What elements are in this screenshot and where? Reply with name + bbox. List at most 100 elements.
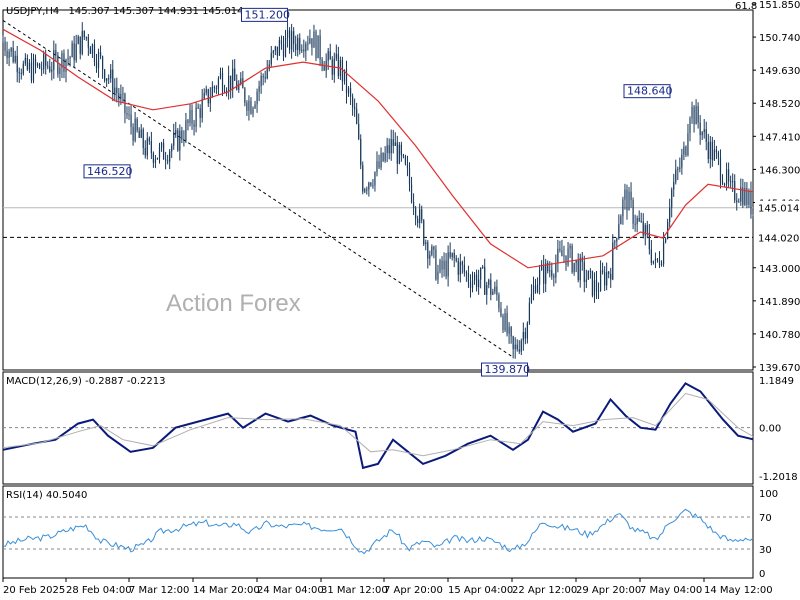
candle-body <box>498 295 500 309</box>
candle-body <box>154 159 157 163</box>
candle-body <box>447 252 449 277</box>
candle-body <box>295 43 297 51</box>
candle-body <box>364 189 366 192</box>
candle-body <box>329 51 331 60</box>
candle-body <box>276 46 278 56</box>
candle-body <box>449 252 451 257</box>
candle-body <box>524 331 526 339</box>
candle-body <box>536 284 539 293</box>
candle-body <box>545 262 547 284</box>
candle-body <box>130 114 132 128</box>
candle-body <box>24 57 26 64</box>
candle-body <box>475 274 478 288</box>
candle-body <box>272 50 274 54</box>
candle-body <box>315 31 317 59</box>
candle-body <box>632 199 634 224</box>
candle-body <box>134 118 136 141</box>
macd-tick-label: -1.2018 <box>759 472 798 483</box>
candle-body <box>101 56 104 70</box>
candle-body <box>213 86 215 88</box>
candle-body <box>258 86 260 92</box>
candle-body <box>419 209 421 223</box>
candle-body <box>561 250 563 257</box>
candle-body <box>264 77 266 79</box>
candle-body <box>34 58 37 66</box>
candle-body <box>81 30 83 54</box>
candle-body <box>463 264 465 273</box>
candle-body <box>228 75 230 91</box>
candle-body <box>563 255 565 257</box>
candle-body <box>10 47 12 52</box>
candle-body <box>652 260 655 263</box>
candle-body <box>43 54 45 70</box>
candle-body <box>742 187 744 205</box>
candle-body <box>492 291 494 295</box>
candle-body <box>583 261 585 282</box>
candle-body <box>526 322 528 339</box>
candle-body <box>305 43 307 52</box>
candle-body <box>597 290 600 292</box>
time-tick-label: 28 Feb 04:00 <box>66 585 132 596</box>
candle-body <box>541 264 543 271</box>
candle-body <box>620 216 622 225</box>
candle-body <box>77 36 79 44</box>
candle-body <box>14 55 16 62</box>
candle-body <box>439 260 441 272</box>
candle-body <box>193 124 195 127</box>
candle-body <box>654 258 657 261</box>
candle-body <box>567 248 569 265</box>
candle-body <box>49 66 51 72</box>
candle-body <box>437 271 439 280</box>
candle-body <box>744 188 746 205</box>
moving-average-layer <box>2 28 754 269</box>
candle-body <box>589 270 591 272</box>
candle-body <box>514 344 516 350</box>
candle-body <box>299 37 301 51</box>
candle-body <box>650 249 652 263</box>
candle-body <box>238 84 240 90</box>
candle-body <box>469 282 472 288</box>
candle-body <box>16 55 18 73</box>
candle-body <box>160 142 163 148</box>
candle-body <box>22 63 24 74</box>
candle-body <box>181 130 183 140</box>
candle-body <box>415 208 417 219</box>
candle-body <box>156 157 159 160</box>
candle-body <box>215 87 218 89</box>
candle-body <box>660 263 663 266</box>
candle-body <box>425 242 427 245</box>
candle-body <box>573 262 575 273</box>
candle-body <box>608 271 610 274</box>
candle-body <box>75 43 77 61</box>
candle-body <box>114 87 116 95</box>
candle-body <box>423 220 425 245</box>
candle-body <box>569 245 571 249</box>
candle-body <box>628 191 630 211</box>
candle-body <box>148 138 150 142</box>
candle-body <box>488 279 490 285</box>
candle-body <box>671 189 673 208</box>
candle-body <box>394 142 396 146</box>
candle-body <box>412 201 415 209</box>
candle-body <box>699 122 701 136</box>
candle-body <box>358 123 360 139</box>
candle-body <box>547 262 549 272</box>
candle-body <box>662 242 665 264</box>
candle-body <box>717 152 720 158</box>
candle-body <box>152 153 155 163</box>
time-tick-label: 24 Mar 04:00 <box>257 585 324 596</box>
candle-body <box>106 78 108 81</box>
candle-body <box>658 259 661 266</box>
candle-body <box>587 270 589 280</box>
symbol-label: USDJPY,H4 <box>6 6 59 17</box>
candle-body <box>697 106 699 123</box>
candle-body <box>640 220 642 222</box>
candle-body <box>254 104 256 108</box>
candle-body <box>362 165 364 192</box>
candle-body <box>520 340 522 352</box>
candle-body <box>427 242 429 259</box>
candle-body <box>614 241 616 243</box>
candle-body <box>108 78 110 80</box>
candle-body <box>223 91 226 93</box>
